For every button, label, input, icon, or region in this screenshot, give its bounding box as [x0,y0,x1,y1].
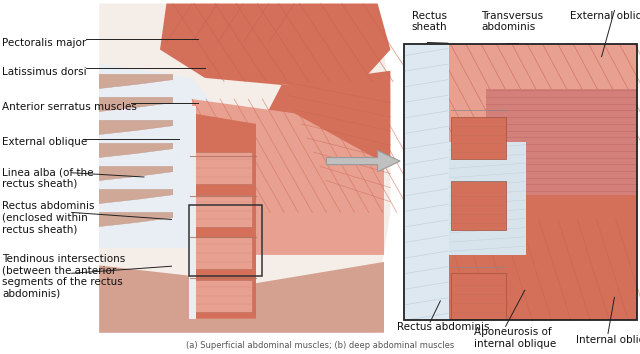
Polygon shape [99,189,173,204]
Polygon shape [99,97,173,112]
Bar [195,237,252,269]
Bar [451,117,506,159]
Bar [451,181,506,230]
Bar [404,44,637,320]
Polygon shape [99,74,173,88]
Polygon shape [449,142,526,255]
Text: Pectoralis major: Pectoralis major [2,38,86,48]
Polygon shape [243,71,390,219]
Polygon shape [99,166,173,181]
Bar [189,106,196,319]
Text: Tendinous intersections
(between the anterior
segments of the rectus
abdominis): Tendinous intersections (between the ant… [2,254,125,299]
Text: Rectus abdominis
(enclosed within
rectus sheath): Rectus abdominis (enclosed within rectus… [2,201,95,234]
Polygon shape [99,64,243,248]
Polygon shape [99,4,390,333]
Text: External oblique: External oblique [570,11,640,21]
Text: (a) Superficial abdominal muscles; (b) deep abdominal muscles: (a) Superficial abdominal muscles; (b) d… [186,341,454,350]
Polygon shape [99,212,173,227]
Polygon shape [326,150,400,172]
Polygon shape [404,44,449,320]
Text: Anterior serratus muscles: Anterior serratus muscles [2,102,137,112]
Polygon shape [404,44,637,195]
Bar [189,205,262,276]
Text: Transversus
abdominis: Transversus abdominis [481,11,543,32]
Text: Internal oblique: Internal oblique [576,335,640,344]
Polygon shape [192,113,256,319]
Polygon shape [99,120,173,135]
Bar [404,44,637,320]
Polygon shape [192,99,384,255]
Polygon shape [99,143,173,158]
Text: Rectus abdominis: Rectus abdominis [397,322,490,332]
Text: Latissimus dorsi: Latissimus dorsi [2,67,86,76]
Bar [195,152,252,184]
Polygon shape [404,159,637,320]
Bar [451,273,506,319]
Polygon shape [160,4,390,85]
Text: Rectus
sheath: Rectus sheath [412,11,447,32]
Polygon shape [99,262,384,333]
Polygon shape [486,88,637,195]
Bar [195,195,252,227]
Bar [195,280,252,312]
Text: Aponeurosis of
internal oblique: Aponeurosis of internal oblique [474,327,556,349]
Text: Linea alba (of the
rectus sheath): Linea alba (of the rectus sheath) [2,167,93,189]
Text: External oblique: External oblique [2,137,87,147]
